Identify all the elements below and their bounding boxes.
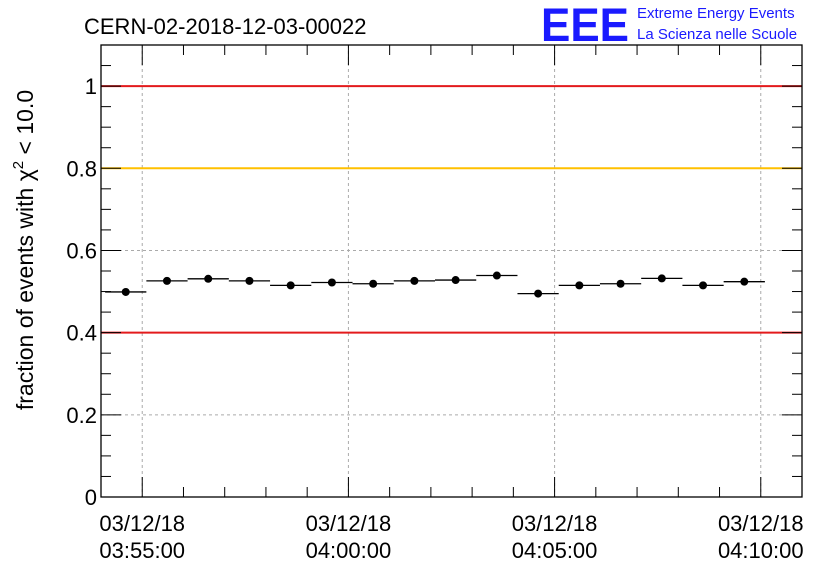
axes bbox=[100, 44, 803, 498]
eee-logo-line1: Extreme Energy Events bbox=[637, 5, 795, 22]
y-axis-label: fraction of events with χ2 < 10.0 bbox=[10, 90, 38, 410]
y-tick-label-4: 0.8 bbox=[66, 156, 97, 181]
y-axis-label-suffix: < 10.0 bbox=[12, 90, 38, 161]
y-tick-label-2: 0.4 bbox=[66, 321, 97, 346]
data-point-10 bbox=[534, 289, 543, 298]
data-point-2 bbox=[204, 274, 213, 283]
data-point-9 bbox=[492, 271, 501, 280]
data-point-5 bbox=[327, 278, 336, 287]
x-tick-label-time-2: 04:05:00 bbox=[512, 538, 598, 563]
eee-logo: EEE Extreme Energy Events La Scienza nel… bbox=[541, 0, 797, 51]
y-axis-label-prefix: fraction of events with bbox=[12, 181, 38, 410]
y-tick-label-1: 0.2 bbox=[66, 403, 97, 428]
x-tick-label-date-3: 03/12/18 bbox=[718, 511, 804, 536]
x-tick-label-time-0: 03:55:00 bbox=[99, 538, 185, 563]
x-tick-label-date-0: 03/12/18 bbox=[99, 511, 185, 536]
data-point-13 bbox=[657, 274, 666, 283]
data-point-1 bbox=[162, 276, 171, 285]
y-axis-label-symbol: χ bbox=[12, 169, 38, 181]
data-point-15 bbox=[740, 277, 749, 286]
data-point-0 bbox=[121, 287, 130, 296]
x-tick-label-time-3: 04:10:00 bbox=[718, 538, 804, 563]
reference-lines bbox=[101, 85, 802, 334]
chart-title: CERN-02-2018-12-03-00022 bbox=[84, 14, 367, 39]
tick-labels: 00.20.40.60.8103/12/1803:55:0003/12/1804… bbox=[66, 74, 803, 563]
data-point-11 bbox=[575, 281, 584, 290]
data-point-7 bbox=[410, 276, 419, 285]
grid bbox=[101, 45, 802, 497]
data-point-14 bbox=[699, 281, 708, 290]
data-point-12 bbox=[616, 279, 625, 288]
y-tick-label-5: 1 bbox=[85, 74, 97, 99]
data-point-3 bbox=[245, 276, 254, 285]
y-tick-label-0: 0 bbox=[85, 485, 97, 510]
data-points bbox=[105, 271, 765, 298]
data-point-4 bbox=[286, 281, 295, 290]
eee-logo-line2: La Scienza nelle Scuole bbox=[637, 26, 797, 43]
data-point-6 bbox=[369, 279, 378, 288]
y-tick-label-3: 0.6 bbox=[66, 238, 97, 263]
x-tick-label-date-1: 03/12/18 bbox=[306, 511, 392, 536]
eee-logo-mark: EEE bbox=[541, 0, 629, 51]
x-tick-label-time-1: 04:00:00 bbox=[306, 538, 392, 563]
data-point-8 bbox=[451, 276, 460, 285]
plot-frame bbox=[100, 44, 803, 498]
y-axis-label-sup: 2 bbox=[10, 161, 27, 169]
x-tick-label-date-2: 03/12/18 bbox=[512, 511, 598, 536]
